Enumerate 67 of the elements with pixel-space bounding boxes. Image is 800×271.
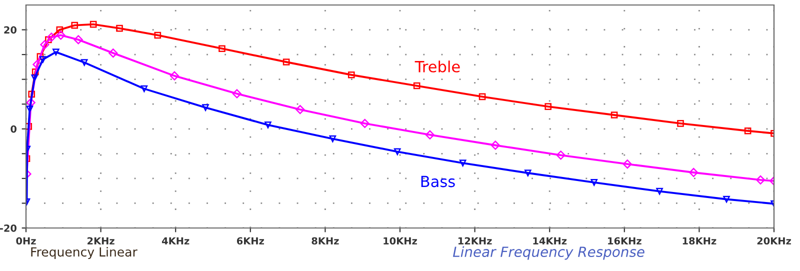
x-tick-label: 6KHz — [236, 237, 264, 245]
x-tick-label: 8KHz — [312, 237, 339, 245]
point — [218, 45, 226, 52]
point — [28, 90, 36, 98]
point — [348, 71, 355, 78]
x-tick-label: 4KHz — [162, 237, 190, 244]
x-tick-label: 18KHz — [682, 237, 716, 245]
x-axis-title: Frequency Linear — [31, 246, 138, 260]
point — [108, 48, 118, 58]
point — [74, 35, 83, 44]
point — [36, 53, 44, 60]
point — [744, 127, 752, 134]
text: Linear Frequency Response — [452, 246, 644, 260]
point — [52, 48, 60, 56]
point — [202, 104, 209, 111]
x-tick-label: 14KHz — [533, 237, 567, 244]
x-tick-label: 0Hz — [16, 237, 36, 245]
point — [425, 130, 434, 140]
point — [154, 32, 162, 39]
point — [689, 168, 698, 178]
x-tick-label: 12KHz — [458, 237, 492, 244]
point — [610, 112, 618, 118]
point — [329, 135, 336, 142]
x-tick-label: 16KHz — [608, 237, 642, 245]
point — [622, 160, 632, 169]
point — [56, 30, 66, 40]
point — [39, 56, 46, 63]
point — [264, 122, 272, 128]
point — [140, 85, 148, 92]
point — [45, 36, 52, 44]
point — [170, 71, 180, 80]
point — [296, 105, 305, 114]
series-label: Treble — [414, 60, 460, 72]
y-tick-label: 20 — [4, 26, 17, 34]
point — [32, 60, 42, 70]
x-tick-label: 2KHz — [88, 237, 114, 244]
point — [490, 140, 500, 150]
y-tick-label: 0 — [10, 125, 17, 133]
point — [656, 188, 663, 195]
point — [56, 26, 64, 34]
point — [32, 68, 39, 76]
point — [478, 93, 486, 100]
point — [459, 160, 466, 166]
point — [590, 179, 598, 186]
x-tick-label: 20KHz — [757, 237, 791, 245]
point — [756, 175, 766, 184]
point — [677, 120, 684, 127]
point — [116, 24, 123, 32]
point — [232, 89, 242, 98]
point — [544, 103, 552, 110]
point — [80, 59, 88, 66]
point — [90, 20, 97, 28]
x-tick-label: 10KHz — [384, 237, 417, 245]
point — [40, 40, 50, 50]
point — [360, 118, 370, 128]
point — [31, 74, 38, 82]
point — [413, 82, 420, 90]
point — [556, 150, 566, 160]
series-label: Bass — [421, 176, 455, 188]
point — [71, 22, 78, 29]
point — [282, 58, 290, 66]
point — [524, 170, 532, 176]
point — [394, 148, 401, 156]
point — [723, 196, 730, 203]
y-tick-label: -20 — [0, 224, 17, 232]
point — [46, 32, 56, 42]
point — [26, 106, 34, 112]
